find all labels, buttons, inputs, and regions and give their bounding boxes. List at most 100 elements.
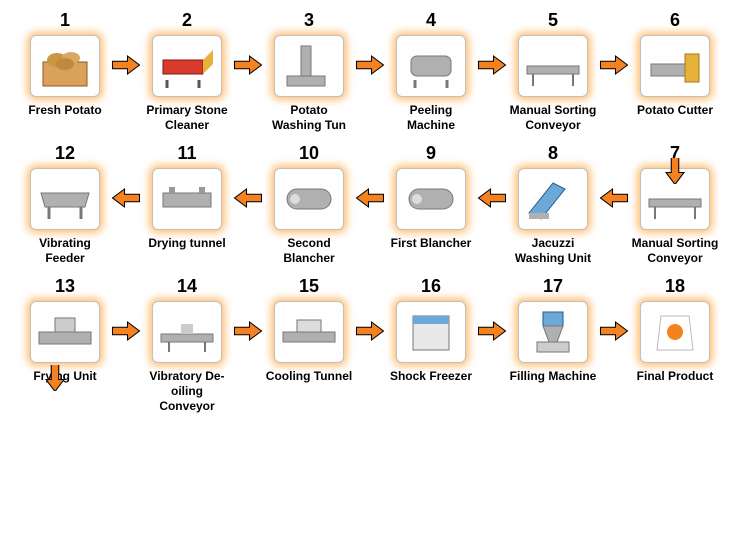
- step-number: 6: [670, 10, 680, 31]
- arrow-cell: [599, 276, 629, 344]
- arrow-cell: [233, 10, 263, 78]
- step-label: Final Product: [637, 369, 714, 384]
- arrow-cell: [599, 10, 629, 78]
- arrow-cell: [355, 276, 385, 344]
- step-box: [274, 168, 344, 230]
- down-arrow: [40, 365, 70, 391]
- step-17: 17 Filling Machine: [508, 276, 598, 384]
- step-label: Filling Machine: [510, 369, 597, 384]
- step-box: [518, 35, 588, 97]
- step-label: Fresh Potato: [28, 103, 101, 118]
- arrow-cell: [111, 10, 141, 78]
- step-label: Jacuzzi Washing Unit: [508, 236, 598, 266]
- step-box: [274, 301, 344, 363]
- dryer-icon: [157, 173, 217, 225]
- step-box: [30, 168, 100, 230]
- arrow-left-icon: [111, 185, 141, 211]
- step-box: [30, 35, 100, 97]
- arrow-cell: [477, 10, 507, 78]
- arrow-left-icon: [477, 185, 507, 211]
- peeling-icon: [401, 40, 461, 92]
- step-box: [396, 35, 466, 97]
- step-number: 9: [426, 143, 436, 164]
- step-label: Drying tunnel: [148, 236, 225, 251]
- step-16: 16 Shock Freezer: [386, 276, 476, 384]
- arrow-cell: [355, 10, 385, 78]
- step-label: Shock Freezer: [390, 369, 472, 384]
- step-18: 18 Final Product: [630, 276, 720, 384]
- arrow-cell: [477, 276, 507, 344]
- step-label: Vibratory De-oiling Conveyor: [142, 369, 232, 414]
- arrow-left-icon: [599, 185, 629, 211]
- bag-icon: [645, 306, 705, 358]
- step-box: [518, 168, 588, 230]
- step-box: [640, 301, 710, 363]
- step-box: [152, 168, 222, 230]
- step-11: 11 Drying tunnel: [142, 143, 232, 251]
- arrow-cell: [111, 143, 141, 211]
- step-box: [30, 301, 100, 363]
- step-8: 8 Jacuzzi Washing Unit: [508, 143, 598, 266]
- step-number: 1: [60, 10, 70, 31]
- potato-crate-icon: [35, 40, 95, 92]
- arrow-left-icon: [355, 185, 385, 211]
- step-label: Manual Sorting Conveyor: [630, 236, 720, 266]
- arrow-left-icon: [233, 185, 263, 211]
- step-9: 9 First Blancher: [386, 143, 476, 251]
- arrow-right-icon: [111, 52, 141, 78]
- freezer-icon: [401, 306, 461, 358]
- step-3: 3 Potato Washing Tun: [264, 10, 354, 133]
- step-box: [152, 301, 222, 363]
- arrow-cell: [599, 143, 629, 211]
- step-1: 1 Fresh Potato: [20, 10, 110, 118]
- step-number: 13: [55, 276, 75, 297]
- step-5: 5 Manual Sorting Conveyor: [508, 10, 598, 133]
- step-10: 10 Second Blancher: [264, 143, 354, 266]
- step-box: [518, 301, 588, 363]
- arrow-cell: [355, 143, 385, 211]
- down-arrow: [660, 158, 690, 184]
- step-box: [640, 35, 710, 97]
- stone-cleaner-icon: [157, 40, 217, 92]
- step-4: 4 Peeling Machine: [386, 10, 476, 133]
- step-label: Cooling Tunnel: [266, 369, 352, 384]
- arrow-cell: [111, 276, 141, 344]
- step-label: Manual Sorting Conveyor: [508, 103, 598, 133]
- step-label: Potato Washing Tun: [264, 103, 354, 133]
- step-12: 12 Vibrating Feeder: [20, 143, 110, 266]
- step-label: Peeling Machine: [386, 103, 476, 133]
- arrow-right-icon: [111, 318, 141, 344]
- step-number: 18: [665, 276, 685, 297]
- flow-row: 1 Fresh Potato 2 Primary Stone Cleaner 3…: [20, 10, 720, 133]
- step-number: 17: [543, 276, 563, 297]
- blancher-icon: [401, 173, 461, 225]
- filling-icon: [523, 306, 583, 358]
- step-number: 11: [177, 143, 196, 164]
- step-2: 2 Primary Stone Cleaner: [142, 10, 232, 133]
- step-number: 2: [182, 10, 192, 31]
- step-label: First Blancher: [391, 236, 472, 251]
- arrow-cell: [477, 143, 507, 211]
- step-box: [396, 168, 466, 230]
- step-box: [396, 301, 466, 363]
- step-15: 15 Cooling Tunnel: [264, 276, 354, 384]
- step-number: 12: [55, 143, 75, 164]
- arrow-down-icon: [40, 365, 70, 391]
- vibrating-icon: [35, 173, 95, 225]
- step-number: 14: [177, 276, 197, 297]
- step-number: 15: [299, 276, 319, 297]
- step-label: Potato Cutter: [637, 103, 713, 118]
- step-number: 4: [426, 10, 436, 31]
- step-label: Second Blancher: [264, 236, 354, 266]
- blancher-icon: [279, 173, 339, 225]
- deoil-icon: [157, 306, 217, 358]
- arrow-right-icon: [233, 318, 263, 344]
- step-number: 16: [421, 276, 441, 297]
- arrow-right-icon: [599, 52, 629, 78]
- flow-row: 12 Vibrating Feeder 11 Drying tunnel 10 …: [20, 143, 720, 266]
- step-box: [152, 35, 222, 97]
- arrow-down-icon: [660, 158, 690, 184]
- fryer-icon: [35, 306, 95, 358]
- cutter-icon: [645, 40, 705, 92]
- step-number: 3: [304, 10, 314, 31]
